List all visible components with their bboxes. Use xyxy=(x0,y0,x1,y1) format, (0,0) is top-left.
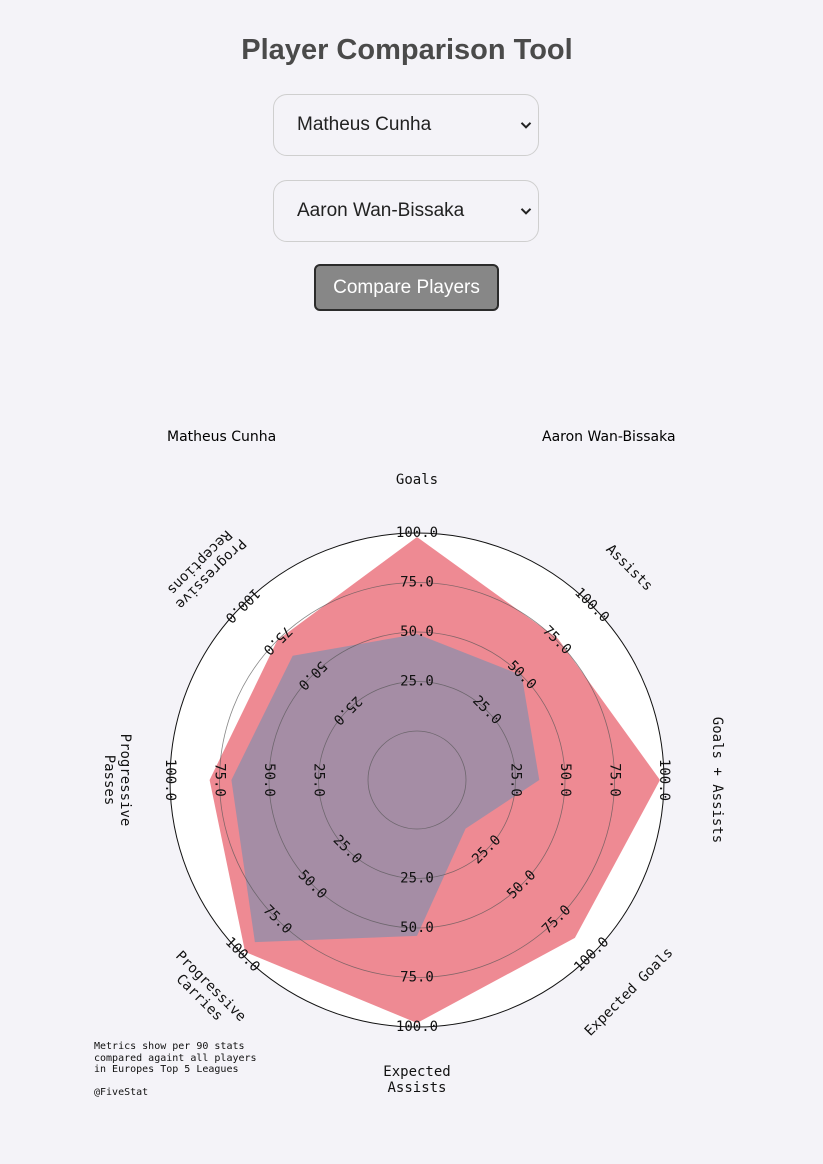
radar-tick-label: 75.0 xyxy=(607,763,623,797)
radar-tick-label: 50.0 xyxy=(400,920,434,936)
radar-tick-label: 50.0 xyxy=(400,624,434,640)
player2-select[interactable]: Aaron Wan-Bissaka xyxy=(273,180,539,242)
radar-tick-label: 25.0 xyxy=(400,674,434,690)
note-line: in Europes Top 5 Leagues xyxy=(94,1064,239,1075)
radar-tick-label: 75.0 xyxy=(212,763,228,797)
radar-tick-label: 25.0 xyxy=(311,763,327,797)
note-line: compared againt all players xyxy=(94,1052,257,1064)
radar-axis-label-line: Assists xyxy=(387,1080,446,1096)
radar-axis-label: Goals + Assists xyxy=(709,717,725,843)
chevron-down-icon xyxy=(520,208,532,215)
radar-gridline xyxy=(268,631,566,929)
note-line xyxy=(94,1076,257,1088)
radar-tick-label: 100.0 xyxy=(162,759,178,801)
radar-chart: 25.0 50.0 75.0 100.0 25.0 50.0 75.0 100.0 25.0 50… xyxy=(101,472,725,1096)
radar-axis-label-line: Assists xyxy=(603,541,656,594)
radar-tick-label: 75.0 xyxy=(400,575,434,591)
note-line: Metrics show per 90 stats xyxy=(94,1041,245,1052)
radar-axis-label: Assists xyxy=(603,541,656,594)
radar-tick-label: 50.0 xyxy=(261,763,277,797)
legend-series-2: Aaron Wan-Bissaka xyxy=(542,429,676,445)
player2-select-value: Aaron Wan-Bissaka xyxy=(297,200,465,221)
radar-gridline xyxy=(219,582,615,978)
radar-gridline xyxy=(367,730,467,830)
page-title: Player Comparison Tool xyxy=(241,34,573,66)
radar-axis-label-line: Goals xyxy=(396,472,438,488)
radar-tick-label: 25.0 xyxy=(400,871,434,887)
radar-tick-label: 25.0 xyxy=(508,763,524,797)
radar-tick-label: 100.0 xyxy=(656,759,672,801)
radar-axis-label-line: Progressive xyxy=(117,734,133,827)
chart-note: Metrics show per 90 stats compared again… xyxy=(94,1041,257,1099)
radar-axis-label-line: Goals + Assists xyxy=(709,717,725,843)
chevron-down-icon xyxy=(520,122,532,129)
radar-series-2 xyxy=(231,634,540,943)
radar-axis-label: Goals xyxy=(396,472,438,488)
note-credit: @FiveStat xyxy=(94,1087,149,1098)
radar-tick-label: 100.0 xyxy=(396,1019,438,1035)
player1-select-value: Matheus Cunha xyxy=(297,114,432,135)
radar-gridline xyxy=(169,532,665,1028)
radar-tick-label: 100.0 xyxy=(396,525,438,541)
radar-axis-label-line: Passes xyxy=(101,755,117,806)
radar-axis-label-line: Expected xyxy=(383,1064,450,1080)
compare-players-button[interactable]: Compare Players xyxy=(314,264,499,311)
radar-gridline xyxy=(318,681,516,879)
radar-tick-label: 75.0 xyxy=(400,970,434,986)
radar-tick-label: 50.0 xyxy=(557,763,573,797)
legend-series-1: Matheus Cunha xyxy=(167,429,277,445)
player1-select[interactable]: Matheus Cunha xyxy=(273,94,539,156)
